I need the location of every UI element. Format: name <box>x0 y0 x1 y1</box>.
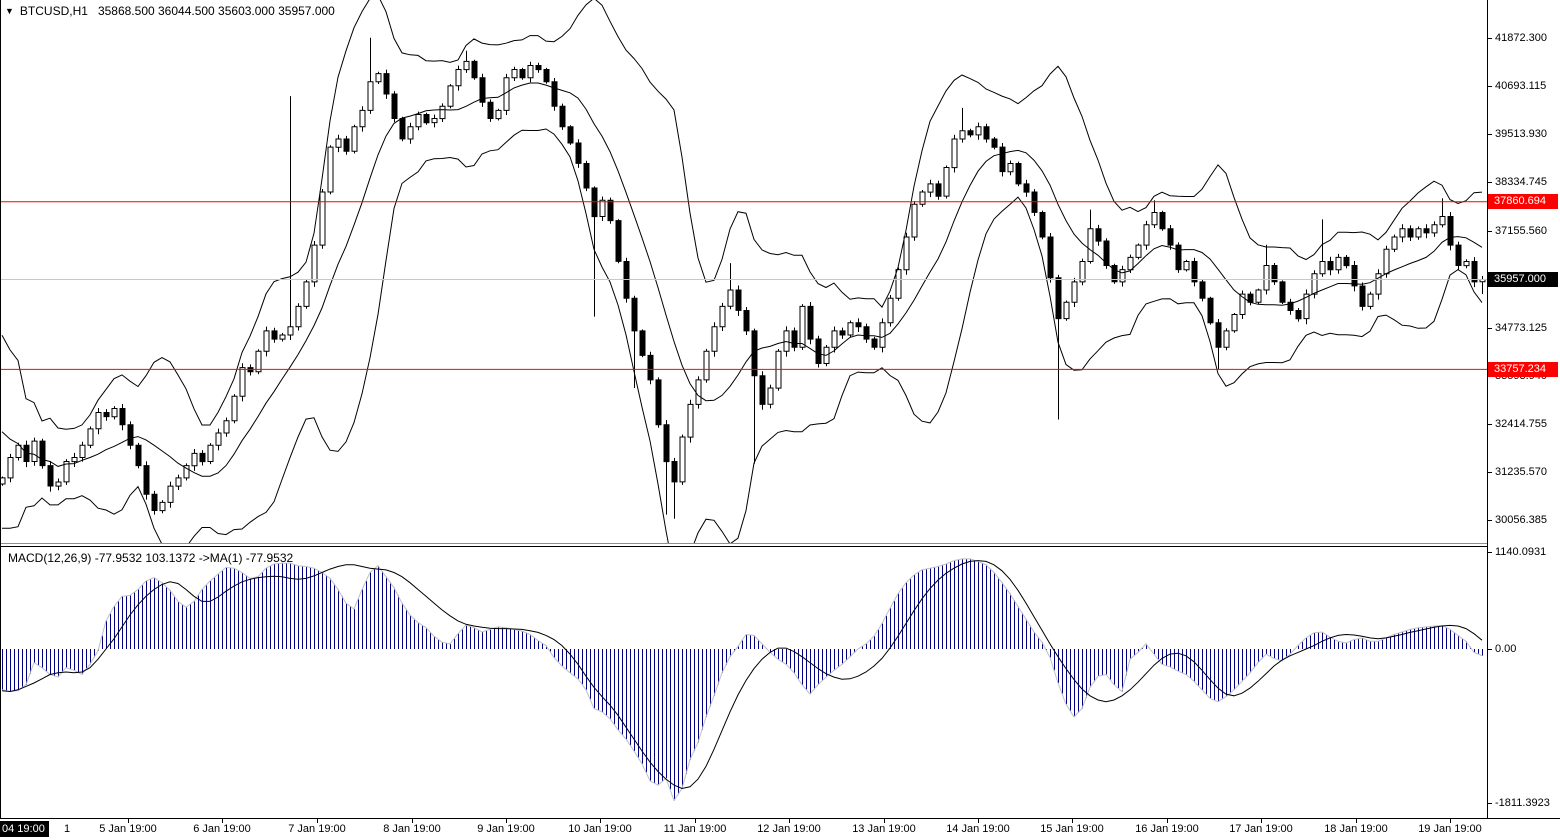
price-tick-label: 38334.745 <box>1495 176 1547 188</box>
price-chart <box>0 0 1487 543</box>
macd-tick-label: -1811.3923 <box>1495 797 1550 809</box>
time-tick-label: 6 Jan 19:00 <box>193 823 251 835</box>
price-axis-tick <box>1488 134 1492 135</box>
price-axis-tick <box>1488 520 1492 521</box>
time-highlight-tag: 04 19:00 <box>0 821 49 837</box>
time-tick-label: 16 Jan 19:00 <box>1135 823 1199 835</box>
time-axis-tick <box>506 819 507 823</box>
time-tick-label: 5 Jan 19:00 <box>99 823 157 835</box>
pane-divider[interactable] <box>0 543 1487 544</box>
macd-pane[interactable] <box>0 547 1487 818</box>
macd-axis-tick <box>1488 803 1492 804</box>
price-level-tag: 35957.000 <box>1488 272 1558 287</box>
time-axis-tick <box>978 819 979 823</box>
time-tick-label: 11 Jan 19:00 <box>663 823 727 835</box>
time-axis-tick <box>1072 819 1073 823</box>
time-axis-tick <box>128 819 129 823</box>
price-axis-tick <box>1488 231 1492 232</box>
price-level-tag: 33757.234 <box>1488 362 1558 377</box>
time-tick-label: 8 Jan 19:00 <box>383 823 441 835</box>
macd-chart <box>1 558 1483 802</box>
price-tick-label: 41872.300 <box>1495 32 1547 44</box>
macd-histogram <box>2 558 1483 801</box>
macd-signal-line <box>1 560 1483 790</box>
macd-axis-tick <box>1488 649 1492 650</box>
chart-left-border <box>0 0 1 818</box>
time-tick-label: 13 Jan 19:00 <box>852 823 916 835</box>
time-axis[interactable]: 04 19:00 1 5 Jan 19:00 6 Jan 19:00 7 Jan 1… <box>0 818 1560 840</box>
bollinger-lower <box>2 128 1483 543</box>
price-axis-tick <box>1488 38 1492 39</box>
time-axis-tick <box>222 819 223 823</box>
time-axis-tick <box>789 819 790 823</box>
time-tick-label: 19 Jan 19:00 <box>1418 823 1482 835</box>
time-axis-tick <box>412 819 413 823</box>
ohlc-values: 35868.500 36044.500 35603.000 35957.000 <box>97 4 335 18</box>
price-tick-label: 30056.385 <box>1495 514 1547 526</box>
time-tick-label: 15 Jan 19:00 <box>1040 823 1104 835</box>
price-tick-label: 37155.560 <box>1495 225 1547 237</box>
macd-envelope-line <box>1 558 1483 802</box>
candle-bodies-bear <box>23 60 1478 511</box>
candle-wicks <box>2 37 1483 519</box>
price-axis[interactable]: 41872.300 40693.115 39513.930 38334.745 3715… <box>1487 0 1560 818</box>
time-axis-tick <box>1450 819 1451 823</box>
time-tick-label: 14 Jan 19:00 <box>946 823 1010 835</box>
price-level-tag: 37860.694 <box>1488 194 1558 209</box>
symbol-dropdown-icon[interactable]: ▼ <box>5 6 14 16</box>
price-tick-label: 34773.125 <box>1495 322 1547 334</box>
time-tick-label: 7 Jan 19:00 <box>288 823 346 835</box>
time-tick-label: 18 Jan 19:00 <box>1324 823 1388 835</box>
time-tick-label: 17 Jan 19:00 <box>1229 823 1293 835</box>
time-tick-label: 12 Jan 19:00 <box>757 823 821 835</box>
macd-indicator-label: MACD(12,26,9) -77.9532 103.1372 ->MA(1) … <box>8 551 294 565</box>
macd-tick-label: 0.00 <box>1495 643 1517 655</box>
time-axis-tick <box>1261 819 1262 823</box>
time-axis-tick <box>695 819 696 823</box>
price-axis-tick <box>1488 472 1492 473</box>
price-axis-tick <box>1488 86 1492 87</box>
macd-tick-label: 1140.0931 <box>1495 546 1547 558</box>
bollinger-upper <box>1 0 1483 430</box>
time-axis-tick <box>317 819 318 823</box>
price-tick-label: 31235.570 <box>1495 466 1547 478</box>
time-extra-char: 1 <box>64 823 71 835</box>
price-pane[interactable]: ▼ BTCUSD,H1 35868.500 36044.500 35603.000 … <box>0 0 1487 543</box>
candle-bodies-bull <box>0 60 1486 512</box>
chart-title: ▼ BTCUSD,H1 35868.500 36044.500 35603.000 … <box>5 4 335 18</box>
time-axis-tick <box>1356 819 1357 823</box>
price-tick-label: 40693.115 <box>1495 80 1547 92</box>
bollinger-middle <box>1 82 1483 477</box>
price-tick-label: 32414.755 <box>1495 418 1547 430</box>
pane-divider-line <box>0 546 1487 547</box>
time-axis-tick <box>884 819 885 823</box>
symbol-timeframe: BTCUSD,H1 <box>19 4 88 18</box>
price-axis-tick <box>1488 424 1492 425</box>
time-axis-tick <box>600 819 601 823</box>
price-tick-label: 39513.930 <box>1495 128 1547 140</box>
time-tick-label: 10 Jan 19:00 <box>568 823 632 835</box>
time-axis-tick <box>1167 819 1168 823</box>
time-tick-label: 9 Jan 19:00 <box>477 823 535 835</box>
price-axis-tick <box>1488 182 1492 183</box>
macd-axis-tick <box>1488 552 1492 553</box>
price-axis-tick <box>1488 328 1492 329</box>
